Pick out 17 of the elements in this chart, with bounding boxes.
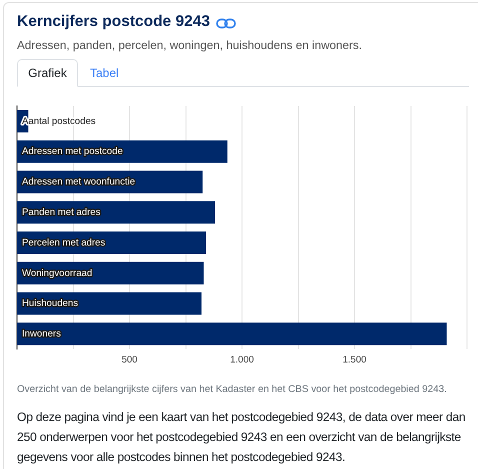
- y-tick-label: Huishoudens: [22, 298, 78, 310]
- text: Tabel: [90, 66, 119, 80]
- y-tick-label: Adressen met woonfunctie: [22, 176, 136, 188]
- x-tick-label: 1.000: [230, 354, 254, 366]
- text: Overzicht van de belangrijkste cijfers van het Kadaster en het CBS voor het postcodegebied 9243.: [17, 384, 447, 395]
- bar: [17, 322, 447, 346]
- y-tick-label: Woningvoorraad: [22, 268, 92, 279]
- x-tick-label: 500: [122, 354, 138, 366]
- active-tab: Grafiek: [17, 59, 78, 87]
- chart-title: Kerncijfers postcode 9243: [17, 13, 210, 31]
- y-tick-label: Adressen met postcode: [22, 146, 123, 158]
- y-tick-label: Panden met adres: [22, 207, 101, 218]
- chart-subtitle: Adressen, panden, percelen, woningen, huishoudens en inwoners.: [17, 39, 362, 52]
- y-tick-label: Percelen met adres: [22, 237, 106, 248]
- x-tick-label: 1.500: [342, 354, 366, 366]
- y-tick-label: Inwoners: [22, 328, 62, 340]
- text: Op deze pagina vind je een kaart van het postcodegebied 9243, de data over meer dan 250 onderwerpen voor het postcodegebied 9243 en een overzicht van de belangrijkste gegevens voor alle postcodes binnen het postcodegebied 9243.: [17, 409, 466, 466]
